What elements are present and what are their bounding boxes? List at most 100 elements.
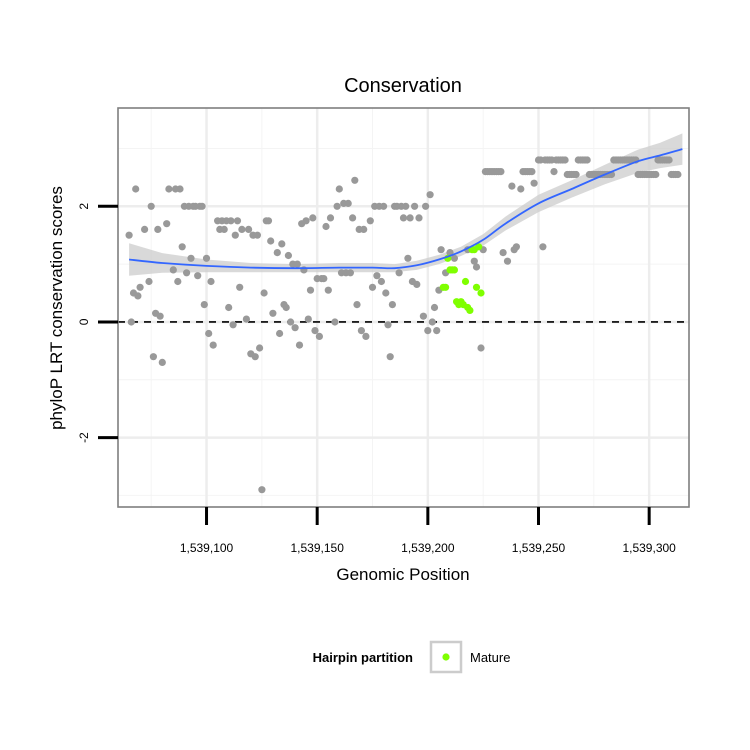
data-point-other — [198, 202, 206, 210]
data-point-other — [320, 275, 328, 283]
y-tick-label: 2 — [77, 203, 91, 210]
data-point-other — [256, 344, 264, 352]
data-point-other — [282, 303, 290, 312]
data-point-other — [315, 332, 323, 340]
data-point-other — [433, 327, 441, 335]
data-point-other — [561, 156, 569, 164]
x-tick-label: 1,539,100 — [180, 541, 234, 555]
data-point-other — [424, 327, 432, 335]
data-point-other — [174, 277, 182, 286]
data-point-other — [269, 309, 277, 317]
data-point-other — [273, 249, 281, 257]
data-point-other — [309, 214, 317, 222]
data-point-other — [353, 301, 361, 309]
chart-title: Conservation — [344, 75, 462, 97]
data-point-other — [231, 231, 239, 239]
data-point-other — [278, 240, 286, 248]
data-point-other — [406, 214, 414, 222]
data-point-other — [194, 272, 202, 280]
data-point-other — [450, 254, 458, 262]
data-point-other — [326, 214, 335, 222]
data-point-other — [253, 231, 261, 239]
data-point-other — [169, 266, 177, 274]
smooth-confidence-ribbon — [129, 133, 683, 276]
data-point-other — [380, 202, 388, 210]
data-point-other — [141, 225, 149, 233]
data-point-other — [136, 283, 144, 291]
data-point-mature — [477, 289, 485, 297]
data-point-other — [154, 225, 162, 233]
data-point-other — [205, 329, 213, 338]
data-point-other — [322, 222, 330, 231]
y-axis: -2 0 2 — [77, 203, 118, 443]
data-point-other — [386, 353, 394, 361]
smooth-trend-line — [129, 148, 683, 270]
data-point-other — [572, 170, 580, 179]
data-point-other — [508, 182, 516, 190]
data-point-other — [287, 318, 295, 326]
data-point-other — [472, 263, 481, 271]
data-point-other — [276, 329, 284, 338]
data-point-other — [267, 237, 275, 245]
data-point-other — [291, 324, 299, 332]
panel-border — [117, 107, 690, 508]
legend-key-mature-dot — [442, 653, 450, 661]
data-point-other — [183, 269, 191, 277]
data-point-other — [335, 185, 343, 193]
data-point-other — [238, 225, 246, 233]
data-point-other — [360, 225, 368, 233]
series-other-points — [125, 156, 682, 494]
data-point-other — [293, 260, 301, 268]
data-point-other — [388, 301, 396, 309]
data-point-other — [178, 243, 186, 251]
data-point-other — [652, 170, 660, 179]
x-axis-title: Genomic Position — [336, 565, 469, 584]
data-point-other — [227, 217, 235, 225]
data-point-other — [512, 243, 521, 251]
data-point-other — [284, 251, 292, 260]
data-point-mature — [450, 266, 458, 274]
data-point-other — [346, 269, 354, 277]
data-point-other — [149, 353, 157, 361]
data-point-other — [422, 202, 430, 210]
data-point-other — [158, 358, 166, 366]
data-point-mature — [461, 277, 470, 286]
data-point-other — [207, 277, 215, 286]
legend: Hairpin partition Mature — [313, 640, 510, 674]
data-point-other — [176, 185, 184, 193]
data-point-mature — [475, 243, 483, 251]
data-point-other — [145, 277, 153, 286]
data-point-other — [202, 254, 211, 262]
data-point-other — [528, 168, 536, 176]
data-point-other — [304, 315, 312, 323]
x-tick-label: 1,539,150 — [290, 541, 344, 555]
data-point-other — [402, 202, 410, 210]
legend-label-mature: Mature — [470, 650, 510, 665]
data-point-other — [225, 303, 233, 312]
data-point-other — [311, 327, 319, 335]
data-point-other — [349, 214, 357, 222]
data-point-other — [377, 277, 385, 286]
data-point-mature — [472, 283, 481, 291]
data-point-other — [125, 231, 133, 239]
data-point-other — [437, 246, 445, 254]
data-point-other — [477, 344, 485, 352]
y-tick-label: -2 — [77, 432, 91, 443]
data-point-other — [163, 220, 171, 228]
data-point-other — [236, 283, 244, 291]
data-point-other — [499, 249, 507, 257]
data-point-other — [430, 303, 439, 312]
y-axis-title: phyloP LRT conservation scores — [47, 186, 66, 430]
data-point-other — [127, 318, 135, 326]
data-point-other — [411, 202, 419, 210]
data-point-other — [242, 315, 250, 323]
data-point-other — [233, 217, 242, 225]
data-point-other — [187, 254, 195, 262]
data-point-mature — [442, 283, 450, 291]
data-point-other — [413, 280, 421, 288]
series-mature-points — [439, 243, 485, 314]
data-point-other — [503, 257, 512, 265]
plot-panel — [117, 107, 690, 508]
data-point-other — [200, 301, 208, 309]
data-point-other — [209, 341, 217, 349]
